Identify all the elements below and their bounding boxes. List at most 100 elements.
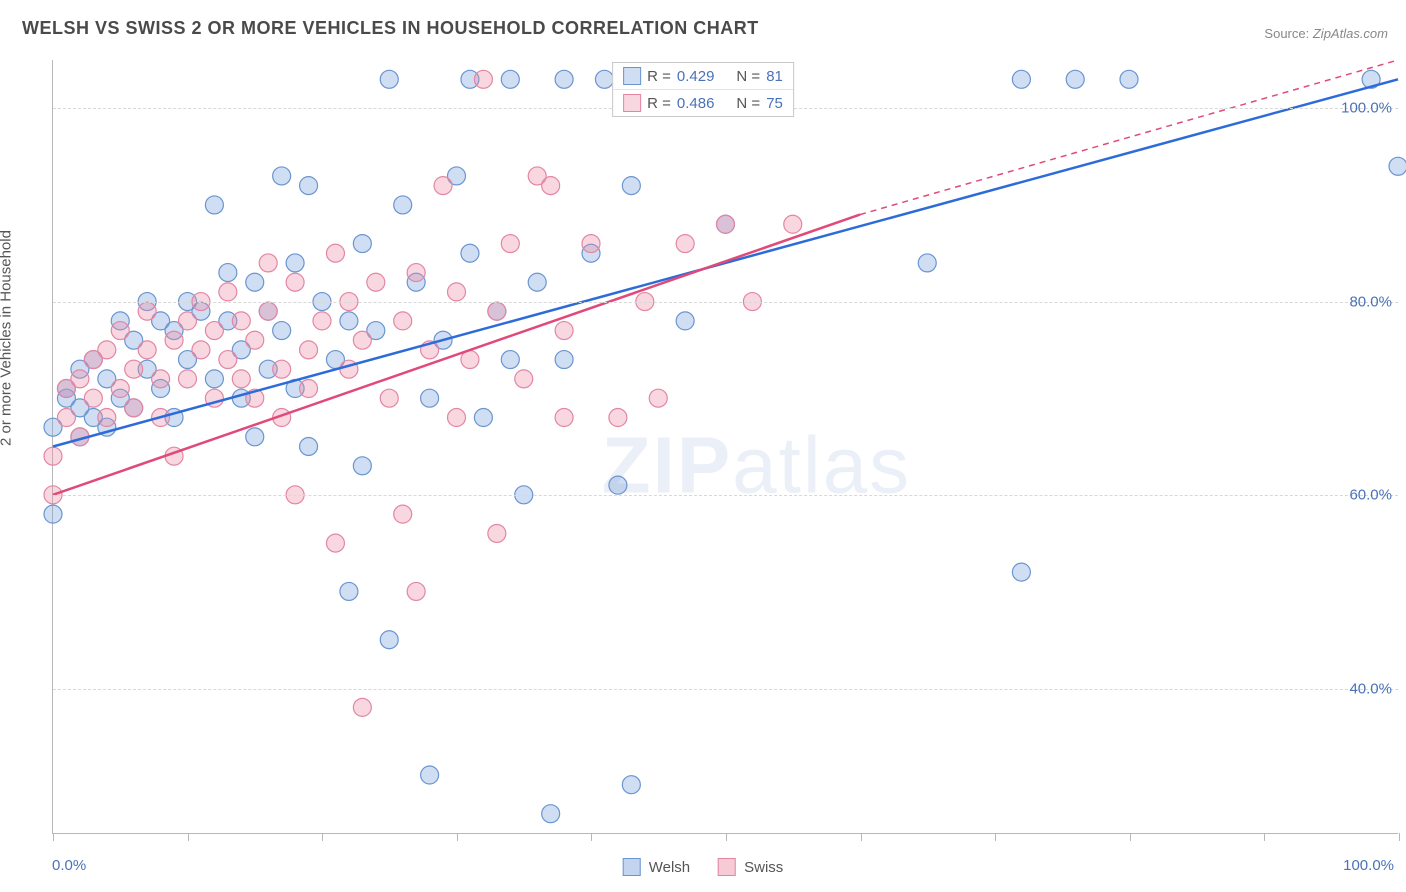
scatter-point — [501, 70, 519, 88]
scatter-point — [421, 766, 439, 784]
scatter-point — [232, 370, 250, 388]
legend-swatch — [623, 94, 641, 112]
scatter-point — [313, 312, 331, 330]
scatter-point — [138, 341, 156, 359]
r-value: 0.429 — [677, 68, 715, 85]
scatter-point — [474, 409, 492, 427]
scatter-point — [649, 389, 667, 407]
x-tick — [53, 833, 54, 841]
scatter-point — [259, 254, 277, 272]
x-tick — [995, 833, 996, 841]
r-value: 0.486 — [677, 95, 715, 112]
scatter-point — [246, 428, 264, 446]
legend-swatch — [623, 67, 641, 85]
scatter-point — [300, 177, 318, 195]
scatter-point — [434, 177, 452, 195]
legend-swatch — [718, 858, 736, 876]
scatter-point — [138, 302, 156, 320]
scatter-point — [676, 312, 694, 330]
x-tick — [1130, 833, 1131, 841]
scatter-point — [300, 438, 318, 456]
legend-swatch — [623, 858, 641, 876]
x-tick — [861, 833, 862, 841]
scatter-point — [380, 631, 398, 649]
scatter-point — [286, 254, 304, 272]
n-label: N = — [736, 68, 760, 85]
legend-label: Welsh — [649, 859, 690, 876]
stats-legend-row: R = 0.486N = 75 — [613, 89, 793, 116]
gridline — [53, 689, 1398, 690]
scatter-point — [44, 505, 62, 523]
scatter-point — [98, 409, 116, 427]
scatter-point — [1066, 70, 1084, 88]
scatter-point — [1012, 70, 1030, 88]
scatter-point — [380, 389, 398, 407]
scatter-point — [421, 389, 439, 407]
scatter-point — [246, 331, 264, 349]
n-value: 75 — [766, 95, 783, 112]
gridline — [53, 302, 1398, 303]
scatter-point — [528, 273, 546, 291]
scatter-point — [461, 244, 479, 262]
legend-item: Welsh — [623, 858, 690, 876]
scatter-point — [474, 70, 492, 88]
scatter-point — [192, 341, 210, 359]
scatter-point — [259, 302, 277, 320]
n-value: 81 — [766, 68, 783, 85]
scatter-point — [555, 322, 573, 340]
scatter-point — [340, 312, 358, 330]
scatter-point — [1389, 157, 1406, 175]
scatter-point — [179, 370, 197, 388]
scatter-point — [273, 360, 291, 378]
y-tick-label: 100.0% — [1341, 100, 1392, 117]
y-axis-label: 2 or more Vehicles in Household — [0, 230, 15, 446]
scatter-point — [582, 235, 600, 253]
scatter-point — [542, 805, 560, 823]
scatter-point — [784, 215, 802, 233]
scatter-point — [515, 370, 533, 388]
y-tick-label: 60.0% — [1349, 487, 1392, 504]
scatter-point — [44, 447, 62, 465]
scatter-point — [219, 264, 237, 282]
scatter-point — [353, 457, 371, 475]
scatter-point — [326, 244, 344, 262]
x-tick — [457, 833, 458, 841]
scatter-point — [542, 177, 560, 195]
chart-title: WELSH VS SWISS 2 OR MORE VEHICLES IN HOU… — [22, 18, 759, 39]
x-tick — [322, 833, 323, 841]
scatter-point — [125, 360, 143, 378]
scatter-point — [367, 273, 385, 291]
source-label: Source: — [1264, 26, 1309, 41]
scatter-point — [448, 409, 466, 427]
scatter-point — [407, 264, 425, 282]
x-tick — [1399, 833, 1400, 841]
x-tick — [591, 833, 592, 841]
scatter-point — [394, 505, 412, 523]
scatter-point — [273, 167, 291, 185]
scatter-point — [205, 196, 223, 214]
scatter-point — [501, 235, 519, 253]
scatter-point — [111, 380, 129, 398]
scatter-point — [501, 351, 519, 369]
scatter-point — [84, 389, 102, 407]
y-tick-label: 40.0% — [1349, 680, 1392, 697]
chart-svg — [53, 60, 1398, 833]
n-label: N = — [736, 95, 760, 112]
series-legend: WelshSwiss — [623, 858, 784, 876]
scatter-point — [380, 70, 398, 88]
stats-legend-row: R = 0.429 N = 81 — [613, 63, 793, 89]
gridline — [53, 495, 1398, 496]
scatter-point — [300, 341, 318, 359]
scatter-point — [622, 776, 640, 794]
r-label: R = — [647, 68, 671, 85]
scatter-point — [353, 698, 371, 716]
scatter-point — [57, 409, 75, 427]
source-attribution: Source: ZipAtlas.com — [1264, 26, 1388, 41]
scatter-point — [488, 524, 506, 542]
scatter-point — [353, 331, 371, 349]
y-tick-label: 80.0% — [1349, 293, 1392, 310]
scatter-point — [179, 312, 197, 330]
scatter-point — [555, 409, 573, 427]
scatter-point — [205, 322, 223, 340]
scatter-point — [1120, 70, 1138, 88]
